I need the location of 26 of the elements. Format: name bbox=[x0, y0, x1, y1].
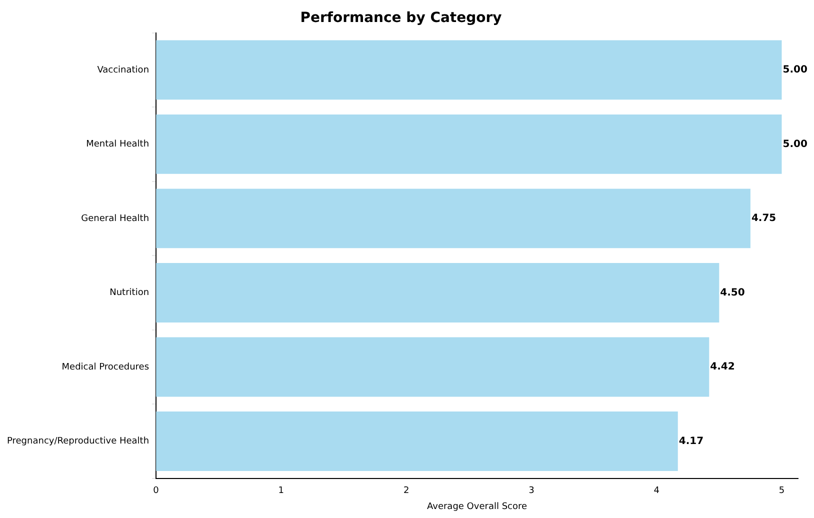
y-tick-label: Nutrition bbox=[110, 288, 150, 298]
data-label: 5.00 bbox=[782, 138, 808, 150]
data-label: 5.00 bbox=[782, 64, 808, 76]
data-label: 4.42 bbox=[710, 362, 735, 373]
data-label: 4.17 bbox=[678, 436, 704, 447]
bar bbox=[156, 412, 678, 471]
y-tick-label: General Health bbox=[81, 214, 150, 224]
bar bbox=[156, 114, 782, 174]
x-tick-label: 0 bbox=[153, 486, 160, 496]
x-tick-label: 2 bbox=[403, 486, 410, 496]
data-label: 4.75 bbox=[751, 213, 776, 224]
bar bbox=[156, 337, 710, 397]
chart-title: Performance by Category bbox=[300, 10, 502, 26]
x-tick-label: 3 bbox=[528, 486, 534, 496]
x-tick-label: 5 bbox=[778, 486, 785, 496]
bar bbox=[156, 40, 782, 100]
x-tick-label: 1 bbox=[278, 486, 284, 496]
y-tick-label: Pregnancy/Reproductive Health bbox=[7, 436, 150, 447]
y-tick-label: Vaccination bbox=[97, 65, 150, 76]
data-label: 4.50 bbox=[720, 287, 745, 298]
x-tick-label: 4 bbox=[654, 486, 660, 496]
bar bbox=[156, 188, 750, 248]
y-tick-label: Mental Health bbox=[86, 140, 150, 150]
y-tick-label: Medical Procedures bbox=[62, 362, 150, 372]
x-axis-title: Average Overall Score bbox=[426, 502, 528, 512]
bar bbox=[156, 263, 720, 322]
